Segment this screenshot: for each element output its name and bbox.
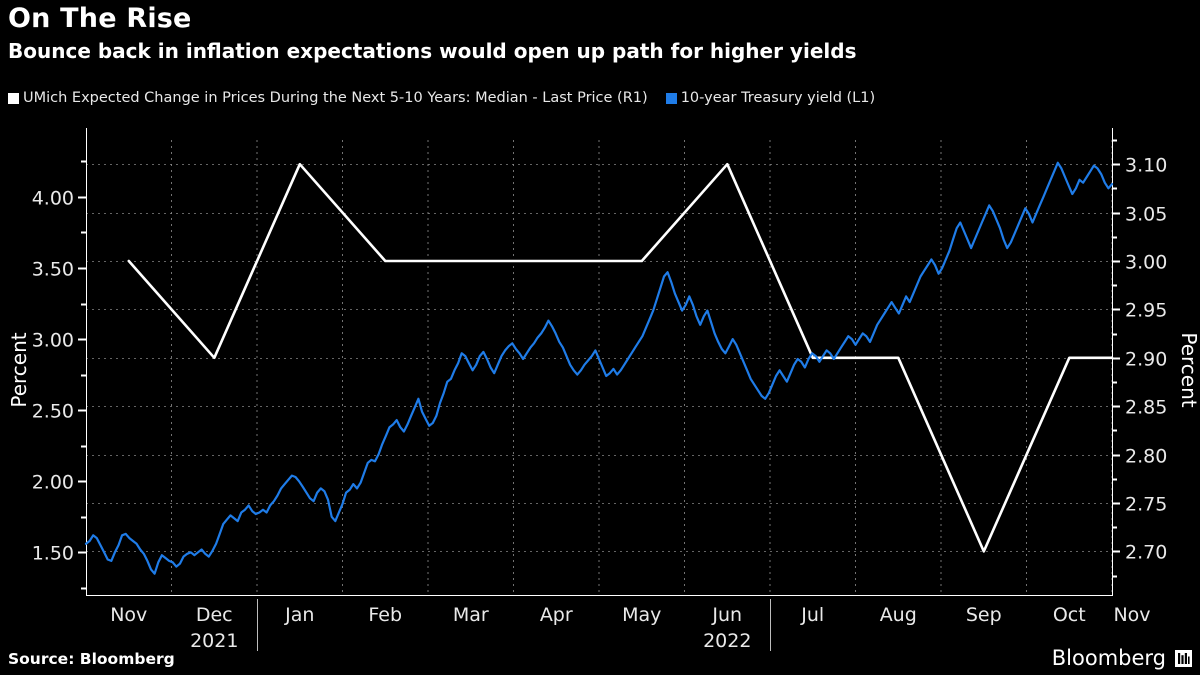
x-tick-label: Dec — [196, 604, 233, 626]
left-tick-label: 2.50 — [32, 401, 74, 423]
right-tick-label: 3.05 — [1125, 204, 1167, 226]
right-tick-label: 2.90 — [1125, 349, 1167, 371]
x-tick-label: Feb — [368, 604, 402, 626]
x-tick-label: Jul — [800, 604, 824, 626]
series-lines — [84, 161, 1114, 575]
left-tick-label: 2.00 — [32, 472, 74, 494]
legend-swatch-umich — [8, 92, 19, 104]
bloomberg-logo-icon — [1175, 650, 1192, 667]
x-tick-label: Apr — [540, 604, 573, 626]
chart-legend: UMich Expected Change in Prices During t… — [8, 90, 893, 106]
legend-swatch-treasury — [665, 92, 677, 104]
right-tick-label: 2.95 — [1125, 300, 1167, 322]
right-tick-label: 2.85 — [1125, 397, 1167, 419]
x-tick-label: Jun — [711, 604, 742, 626]
header: On The Rise Bounce back in inflation exp… — [8, 2, 1192, 65]
x-tick-label: Oct — [1053, 604, 1086, 626]
left-axis-title: Percent — [7, 332, 31, 407]
legend-label-umich: UMich Expected Change in Prices During t… — [23, 90, 648, 106]
right-tick-label: 2.75 — [1125, 494, 1167, 516]
left-axis-tick-labels: 1.50 2.00 2.50 3.00 3.50 4.00 — [32, 188, 74, 565]
plot-frame — [85, 128, 1114, 597]
x-year-label: 2022 — [703, 630, 751, 652]
page-subtitle: Bounce back in inflation expectations wo… — [8, 39, 857, 63]
right-tick-label: 3.10 — [1125, 155, 1167, 177]
legend-item-umich[interactable]: UMich Expected Change in Prices During t… — [8, 90, 648, 106]
x-year-label: 2021 — [190, 630, 238, 652]
right-tick-label: 2.80 — [1125, 446, 1167, 468]
left-tick-label: 4.00 — [32, 188, 74, 210]
x-tick-label: Nov — [1113, 604, 1150, 626]
x-tick-label: Nov — [110, 604, 147, 626]
legend-item-treasury[interactable]: 10-year Treasury yield (L1) — [665, 90, 876, 106]
right-axis-tick-labels: 2.70 2.75 2.80 2.85 2.90 2.95 3.00 3.05 3.10 — [1125, 155, 1167, 564]
x-axis-tick-labels: Nov Dec Jan Feb Mar Apr May Jun Jul Aug Sep Oct Nov 2… — [110, 599, 1151, 652]
gridlines — [86, 140, 1113, 595]
umich-line — [127, 162, 1114, 553]
x-tick-label: Aug — [880, 604, 917, 626]
left-tick-label: 3.50 — [32, 259, 74, 281]
left-tick-label: 3.00 — [32, 330, 74, 352]
right-tick-label: 2.70 — [1125, 542, 1167, 564]
treasury-yield-line — [84, 161, 1114, 575]
axis-ticks — [78, 139, 1120, 590]
left-tick-label: 1.50 — [32, 543, 74, 565]
right-tick-label: 3.00 — [1125, 252, 1167, 274]
footer: Source: Bloomberg Bloomberg — [0, 641, 1200, 675]
page-title: On The Rise — [8, 3, 192, 34]
x-tick-label: Mar — [453, 604, 489, 626]
right-axis-title: Percent — [1177, 332, 1200, 407]
x-tick-label: May — [622, 604, 661, 626]
x-tick-label: Jan — [284, 604, 314, 626]
bloomberg-wordmark: Bloomberg — [1051, 646, 1166, 670]
legend-label-treasury: 10-year Treasury yield (L1) — [680, 90, 876, 106]
source-label: Source: Bloomberg — [8, 650, 175, 668]
x-tick-label: Sep — [966, 604, 1002, 626]
